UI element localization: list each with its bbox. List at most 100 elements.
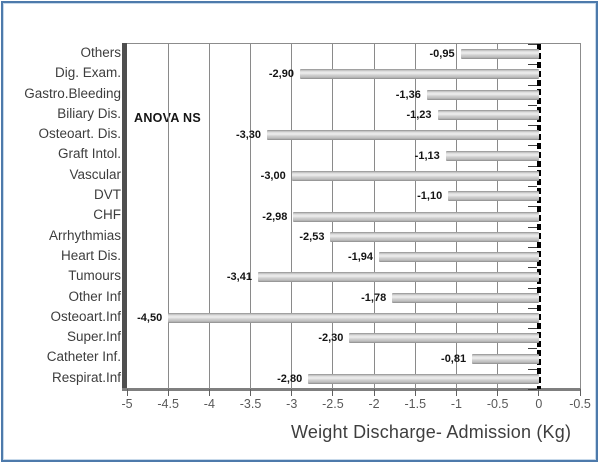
x-axis-title: Weight Discharge- Admission (Kg) — [291, 422, 572, 442]
data-bar — [448, 191, 539, 202]
data-bar — [299, 69, 539, 80]
category-label: Arrhythmias — [48, 227, 121, 243]
category-label: Super.Inf — [66, 329, 121, 345]
data-bar — [291, 170, 539, 181]
bar-value-label: -1,13 — [414, 149, 440, 162]
zero-axis-line — [536, 44, 541, 389]
x-axis-tick-label: 0 — [535, 397, 543, 411]
category-label: Respirat.Inf — [51, 369, 121, 385]
category-tick — [527, 166, 537, 167]
x-axis-tick-label: -3 — [286, 397, 298, 411]
gridline — [291, 44, 293, 389]
bar-value-label: -1,36 — [395, 88, 421, 101]
gridline — [208, 44, 210, 389]
x-axis-tick — [497, 389, 499, 396]
category-tick — [527, 308, 537, 309]
category-tick — [527, 44, 537, 45]
data-bar — [168, 312, 539, 323]
x-axis-line — [122, 388, 581, 391]
category-axis-labels: Others Dig. Exam. Gastro.Bleeding Biliary D… — [0, 43, 123, 388]
category-tick — [527, 227, 537, 228]
x-axis-tick — [414, 389, 416, 396]
bar-value-label: -2,80 — [277, 372, 303, 385]
x-axis-tick-label: -2 — [368, 397, 380, 411]
gridline — [250, 44, 252, 389]
bar-value-label: -2,98 — [262, 210, 288, 223]
data-bar — [445, 150, 539, 161]
data-bar — [293, 211, 539, 222]
category-tick — [527, 206, 537, 207]
x-axis-tick — [373, 389, 375, 396]
data-bar — [349, 333, 539, 344]
category-tick — [527, 288, 537, 289]
x-axis-tick — [126, 389, 128, 396]
gridline — [167, 44, 169, 389]
category-tick — [527, 125, 537, 126]
data-bar — [472, 353, 539, 364]
category-tick — [527, 328, 537, 329]
bar-value-label: -1,23 — [406, 109, 432, 122]
bar-value-label: -2,53 — [299, 230, 325, 243]
x-axis-tick-label: -1 — [450, 397, 463, 411]
data-bar — [330, 231, 539, 242]
data-bar — [437, 110, 539, 121]
x-axis-tick-label: -4.5 — [157, 397, 179, 411]
x-axis-tick-label: -0.5 — [486, 397, 509, 411]
category-label: Heart Dis. — [60, 247, 121, 263]
category-label: Tumours — [68, 268, 121, 284]
bar-value-label: -3,00 — [260, 169, 286, 182]
plot-area: ANOVA NS -0,95 -2,90 -1,36 -1,23 -3,30 -1,13 -… — [121, 43, 591, 411]
category-tick — [527, 105, 537, 106]
data-bar — [379, 252, 539, 263]
x-axis-tick — [579, 389, 581, 396]
left-axis-wall — [122, 43, 127, 389]
data-bar — [308, 373, 539, 384]
x-axis-tick-label: -2.5 — [322, 397, 344, 411]
x-axis-tick — [167, 389, 169, 396]
x-axis-tick — [455, 389, 457, 396]
x-axis-tick — [332, 389, 334, 396]
category-label: Osteoart. Dis. — [38, 126, 121, 142]
data-bar — [460, 49, 539, 60]
category-tick — [527, 267, 537, 268]
category-label: Graft Intol. — [57, 146, 121, 162]
x-axis-tick — [538, 389, 540, 396]
category-label: Catheter Inf. — [46, 349, 121, 365]
bar-value-label: -1,94 — [347, 251, 374, 264]
data-bar — [267, 130, 539, 141]
x-axis-tick-label: -1.5 — [404, 397, 427, 411]
x-axis-tick-label: -0.5 — [569, 397, 591, 411]
category-label: Vascular — [69, 166, 121, 182]
category-label: DVT — [94, 187, 121, 203]
bar-value-label: -3,30 — [235, 129, 262, 142]
data-bar — [257, 272, 539, 283]
category-tick — [527, 186, 537, 187]
category-label: Gastro.Bleeding — [24, 85, 121, 101]
category-label: Osteoart.Inf — [50, 308, 121, 324]
x-axis-tick-label: -4 — [203, 397, 215, 411]
bar-value-label: -2,30 — [318, 332, 344, 345]
bar-value-label: -3,41 — [226, 271, 252, 284]
bar-value-label: -0,95 — [429, 48, 455, 61]
bar-value-label: -4,50 — [137, 311, 163, 324]
bar-value-label: -0,81 — [441, 352, 467, 365]
category-tick — [527, 247, 537, 248]
category-tick — [527, 85, 537, 86]
category-label: Dig. Exam. — [54, 65, 121, 81]
category-tick — [527, 348, 537, 349]
category-tick — [527, 389, 537, 390]
category-tick — [527, 369, 537, 370]
data-bar — [392, 292, 539, 303]
category-tick — [527, 145, 537, 146]
category-label: Other Inf — [68, 288, 121, 304]
category-label: Others — [80, 45, 121, 60]
data-bar — [426, 89, 539, 100]
x-axis-tick — [208, 389, 210, 396]
x-axis-tick — [291, 389, 293, 396]
bar-value-label: -2,90 — [268, 68, 294, 81]
bar-value-label: -1,10 — [417, 190, 443, 203]
bar-value-label: -1,78 — [361, 291, 387, 304]
category-label: CHF — [93, 207, 121, 223]
x-axis-tick — [250, 389, 252, 396]
x-axis-tick-label: -3.5 — [239, 397, 262, 411]
